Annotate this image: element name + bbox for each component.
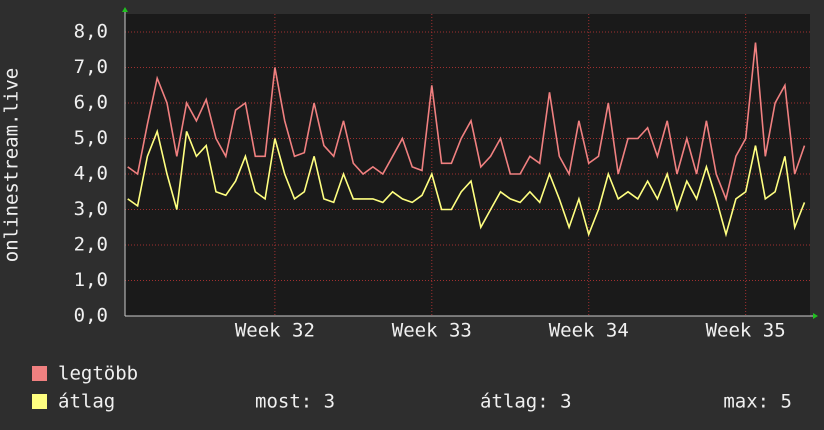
y-tick-label: 0,0: [74, 305, 108, 327]
y-tick-label: 3,0: [74, 198, 108, 220]
legend-label: átlag: [58, 391, 115, 413]
y-axis-label: onlinestream.live: [1, 68, 23, 262]
y-tick-label: 6,0: [74, 92, 108, 114]
series-line: [127, 128, 806, 238]
x-tick-label: Week 34: [549, 320, 629, 342]
x-tick-label: Week 35: [706, 320, 786, 342]
axis-arrow: [122, 7, 128, 12]
y-tick-label: 5,0: [74, 127, 108, 149]
stat: most: 3: [255, 391, 335, 413]
legend-label: legtöbb: [58, 363, 138, 385]
stat: átlag: 3: [480, 391, 572, 413]
y-tick-label: 4,0: [74, 163, 108, 185]
legend-swatch: [32, 366, 47, 381]
legend-swatch: [32, 394, 47, 409]
y-tick-label: 2,0: [74, 234, 108, 256]
stat: max: 5: [723, 391, 792, 413]
y-tick-label: 1,0: [74, 269, 108, 291]
series-line: [127, 42, 806, 202]
axis-arrow: [813, 313, 818, 319]
x-tick-label: Week 33: [392, 320, 472, 342]
y-tick-label: 8,0: [74, 21, 108, 43]
plot-area: [125, 14, 810, 316]
y-tick-label: 7,0: [74, 56, 108, 78]
x-tick-label: Week 32: [235, 320, 315, 342]
